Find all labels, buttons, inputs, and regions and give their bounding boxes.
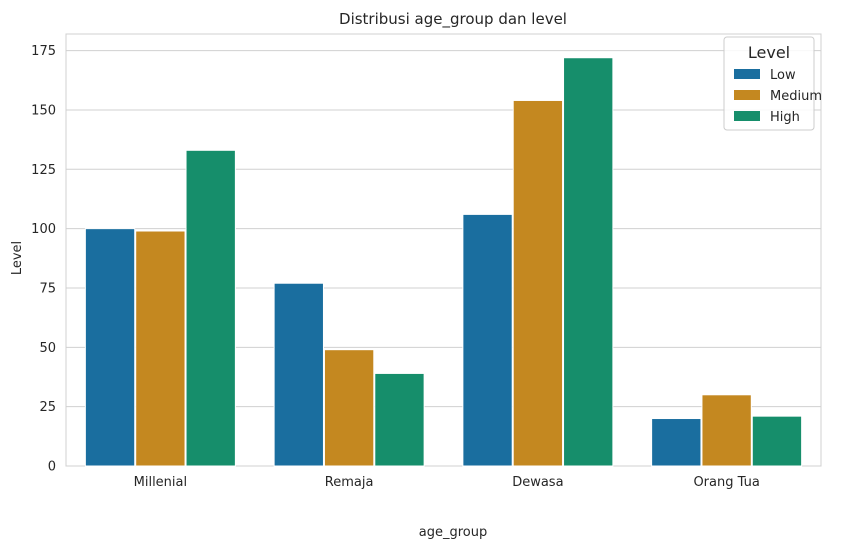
y-tick-label: 0	[48, 460, 56, 475]
bar	[701, 394, 752, 467]
bar	[84, 228, 136, 467]
y-tick-label: 50	[39, 341, 56, 356]
bars	[84, 57, 803, 467]
bar	[462, 213, 513, 467]
y-tick-label: 100	[31, 222, 56, 237]
legend-box	[723, 36, 815, 131]
x-tick-label: Millenial	[134, 475, 187, 490]
chart-title: Distribusi age_group dan level	[339, 10, 567, 29]
x-axis-label: age_group	[419, 525, 487, 540]
legend-swatch	[734, 69, 760, 79]
bar	[273, 282, 324, 467]
y-tick-label: 75	[39, 281, 56, 296]
y-tick-label: 25	[39, 400, 56, 415]
bar	[651, 418, 702, 467]
x-tick-labels: Millenial Remaja Dewasa Orang Tua	[134, 475, 760, 490]
legend-label: Medium	[770, 89, 822, 104]
bar	[374, 372, 425, 467]
y-tick-label: 150	[31, 103, 56, 118]
bar	[135, 230, 186, 467]
legend-label: Low	[770, 68, 796, 83]
legend-items: Low Medium High	[734, 68, 822, 125]
bar	[563, 57, 614, 467]
legend: Level Low Medium High	[723, 36, 822, 131]
x-tick-label: Dewasa	[512, 475, 563, 490]
y-tick-label: 125	[31, 163, 56, 178]
y-tick-label: 175	[31, 44, 56, 59]
legend-swatch	[734, 90, 760, 100]
legend-swatch	[734, 111, 760, 121]
y-axis-label: Level	[10, 241, 25, 275]
legend-label: High	[770, 110, 800, 125]
bar	[323, 349, 375, 467]
y-tick-labels: 0 25 50 75 100 125 150 175	[31, 44, 56, 474]
x-tick-label: Remaja	[325, 475, 374, 490]
x-tick-label: Orang Tua	[693, 475, 759, 490]
bar	[512, 99, 564, 467]
legend-title: Level	[748, 43, 790, 62]
bar	[751, 415, 803, 467]
bar	[185, 149, 236, 467]
